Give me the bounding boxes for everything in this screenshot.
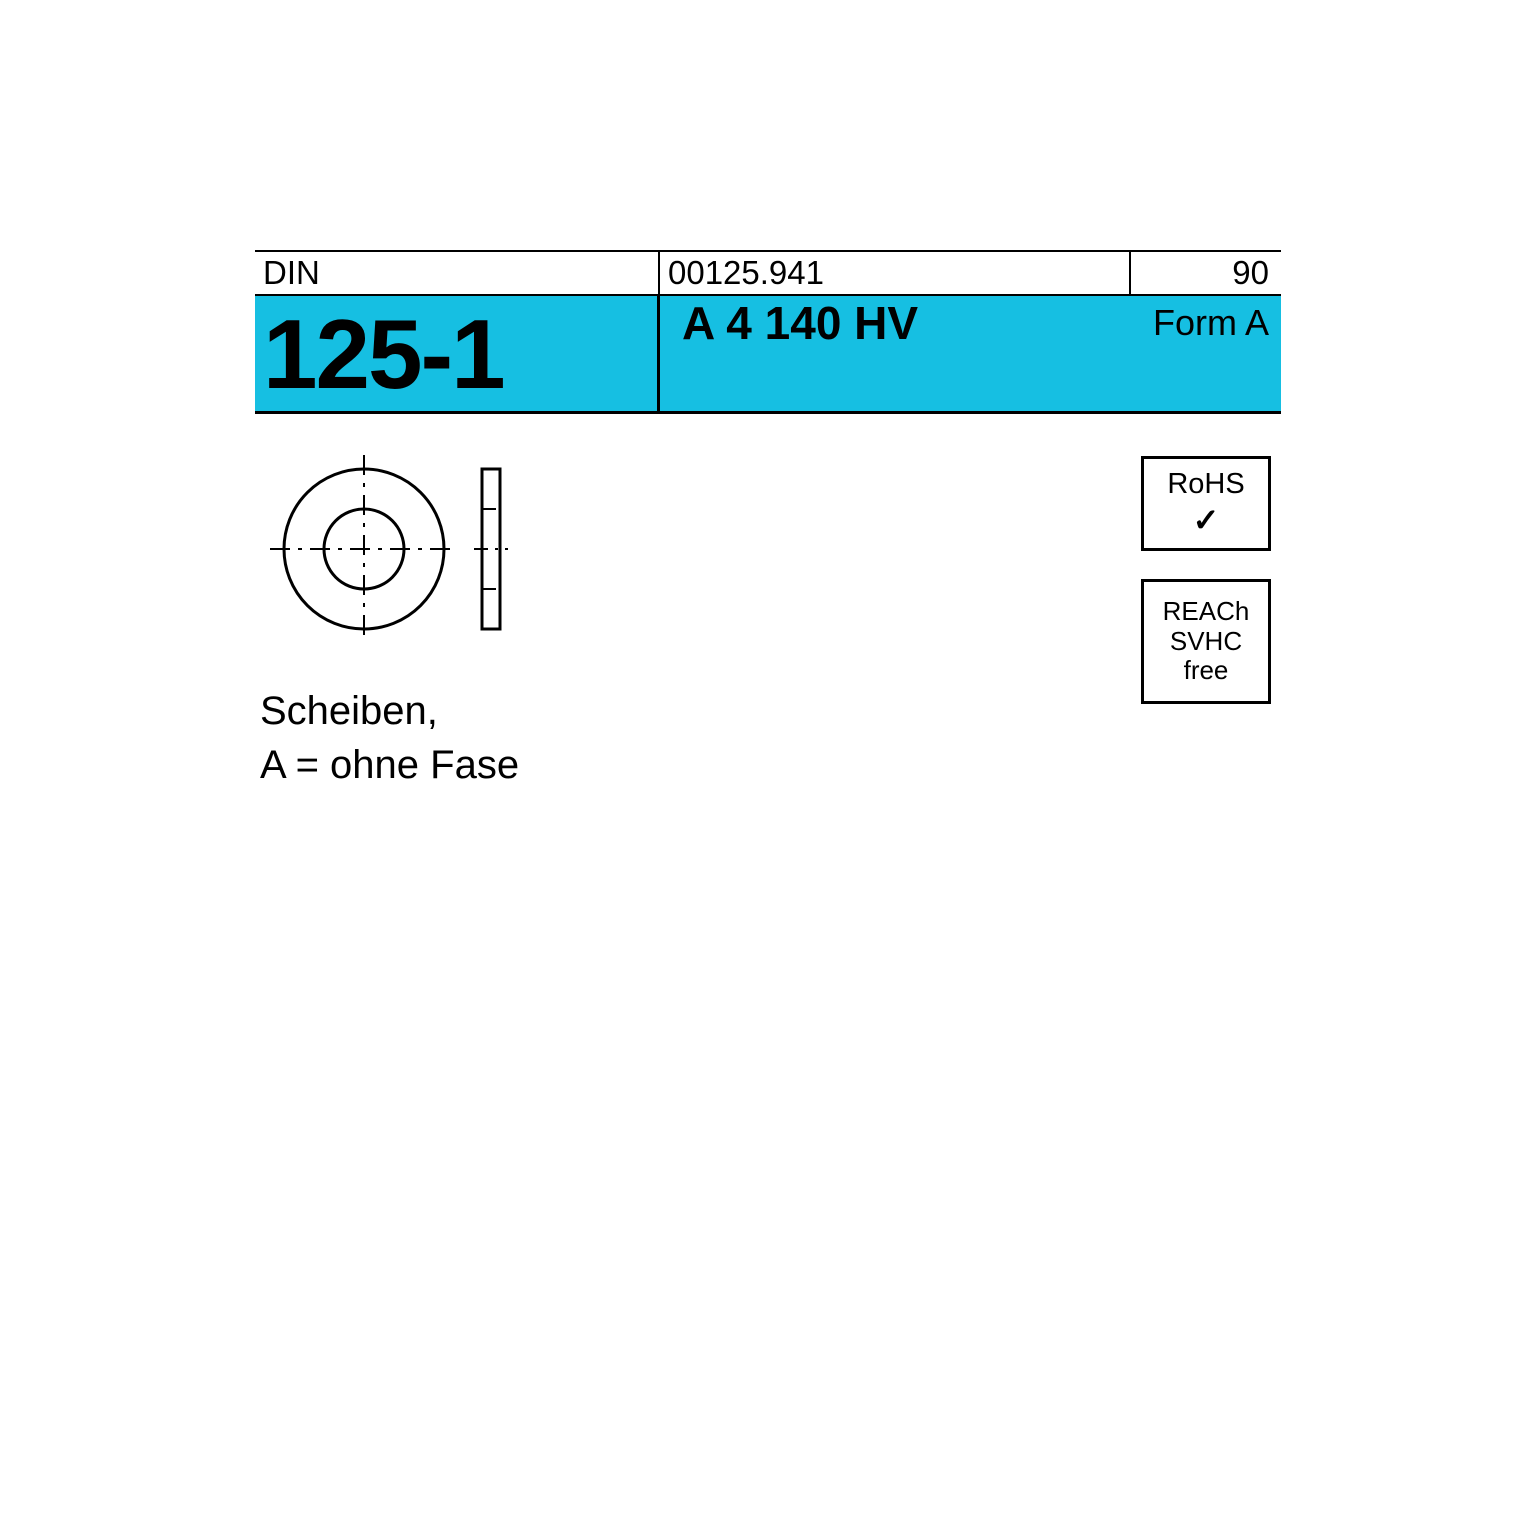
reach-line3: free — [1184, 656, 1229, 686]
form-cell: Form A — [1061, 296, 1281, 411]
compliance-badges: RoHS ✓ REACh SVHC free — [1141, 456, 1271, 704]
din-number: 125-1 — [255, 305, 504, 403]
header-din-label: DIN — [255, 252, 660, 294]
material-cell: A 4 140 HV — [660, 296, 1061, 411]
description-line1: Scheiben, — [260, 684, 519, 738]
main-row: 125-1 A 4 140 HV Form A — [255, 296, 1281, 414]
reach-badge: REACh SVHC free — [1141, 579, 1271, 704]
description-line2: A = ohne Fase — [260, 738, 519, 792]
washer-diagram — [265, 454, 520, 662]
description-block: Scheiben, A = ohne Fase — [260, 684, 519, 792]
rohs-label: RoHS — [1167, 469, 1244, 501]
rohs-badge: RoHS ✓ — [1141, 456, 1271, 551]
reach-line1: REACh — [1163, 597, 1250, 627]
reach-line2: SVHC — [1170, 627, 1242, 657]
check-icon: ✓ — [1193, 503, 1220, 538]
material-spec: A 4 140 HV — [682, 296, 918, 350]
din-number-cell: 125-1 — [255, 296, 660, 411]
header-code: 00125.941 — [660, 252, 1131, 294]
form-label: Form A — [1153, 302, 1269, 344]
technical-drawing — [265, 454, 520, 667]
header-row: DIN 00125.941 90 — [255, 250, 1281, 296]
header-right-number: 90 — [1131, 252, 1281, 294]
